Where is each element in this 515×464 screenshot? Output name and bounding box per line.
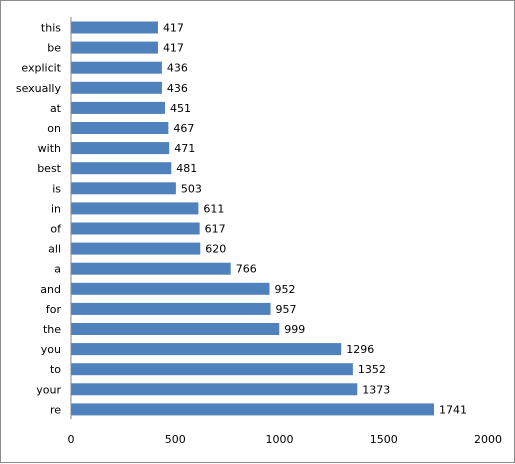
category-label-your: your [36,383,61,396]
value-label-your: 1373 [362,383,390,396]
bar-you [71,343,342,356]
bar-all [71,242,201,255]
value-label-be: 417 [163,42,184,55]
bar-sexually [71,81,162,94]
bar-your [71,383,358,396]
bar-is [71,182,176,195]
bar-in [71,202,199,215]
bar-the [71,323,280,335]
bar-best [71,162,172,175]
x-axis-ticks: 0 500 1000 1500 2000 [68,433,503,446]
bar-for [71,302,271,315]
value-label-at: 451 [170,102,191,115]
category-label-is: is [52,182,61,195]
value-label-best: 481 [176,162,197,175]
category-label-at: at [50,102,62,115]
category-label-with: with [38,142,61,155]
x-tick-label-2000: 2000 [474,433,502,446]
category-label-of: of [50,223,62,236]
category-label-the: the [43,323,61,336]
value-label-you: 1296 [346,343,374,356]
category-label-best: best [37,162,61,175]
value-label-a: 766 [236,263,257,276]
value-label-to: 1352 [358,363,386,376]
category-label-and: and [40,283,61,296]
category-label-be: be [47,42,61,55]
value-label-on: 467 [173,122,194,135]
bar-and [71,282,270,295]
category-label-you: you [41,343,61,356]
value-label-sexually: 436 [167,82,188,95]
bar-explicit [71,61,162,74]
value-label-for: 957 [276,303,297,316]
value-label-all: 620 [205,243,226,256]
bar-re [71,403,434,416]
value-label-the: 999 [284,323,305,336]
category-label-explicit: explicit [21,62,61,75]
bar-this [71,21,158,34]
category-label-a: a [54,263,61,276]
bar-be [71,41,158,54]
bar-on [71,122,169,134]
category-label-this: this [41,22,61,35]
bars-layer [71,21,434,416]
value-label-this: 417 [163,22,184,35]
value-label-of: 617 [205,223,226,236]
category-labels: this be explicit sexually at on with best is in of… [16,22,62,417]
value-label-explicit: 436 [167,62,188,75]
x-tick-label-0: 0 [68,433,75,446]
value-label-with: 471 [174,142,195,155]
value-label-is: 503 [181,182,202,195]
category-label-to: to [50,363,61,376]
x-tick-label-1000: 1000 [266,433,294,446]
x-tick-label-500: 500 [165,433,186,446]
bar-at [71,101,166,114]
category-label-in: in [51,202,61,215]
category-label-all: all [48,243,61,256]
x-tick-label-1500: 1500 [370,433,398,446]
bar-of [71,222,200,235]
bar-to [71,363,353,376]
category-label-on: on [47,122,61,135]
bar-a [71,262,231,275]
category-label-for: for [46,303,62,316]
bar-with [71,142,170,155]
category-label-sexually: sexually [16,82,62,95]
value-label-re: 1741 [439,403,467,416]
value-label-in: 611 [203,202,224,215]
value-label-and: 952 [274,283,295,296]
category-label-re: re [50,403,61,416]
